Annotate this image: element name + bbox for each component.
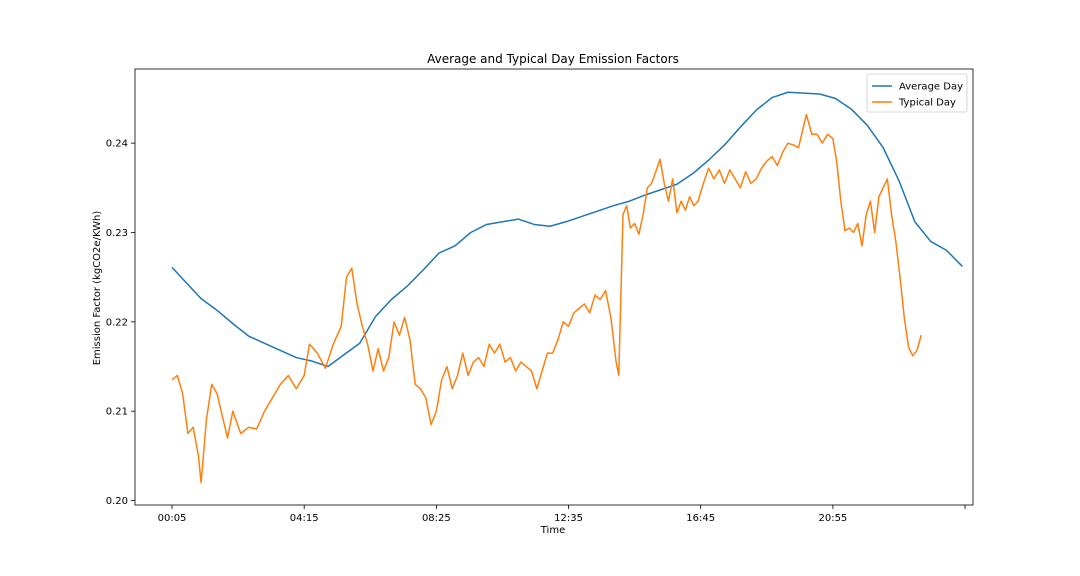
- x-tick-label: 00:05: [158, 513, 187, 524]
- y-tick-label: 0.20: [106, 496, 128, 507]
- chart-title: Average and Typical Day Emission Factors: [427, 52, 679, 66]
- y-tick-label: 0.21: [106, 407, 128, 418]
- series-line-0: [171, 91, 963, 368]
- x-tick-label: 08:25: [422, 513, 451, 524]
- x-tick-label: 12:35: [554, 513, 583, 524]
- plot-frame: [134, 68, 974, 506]
- y-tick-label: 0.22: [106, 317, 128, 328]
- y-tick-label: 0.24: [106, 139, 128, 150]
- x-axis-label: Time: [540, 525, 565, 536]
- x-tick-label: 16:45: [686, 513, 715, 524]
- legend-label-0: Average Day: [899, 82, 963, 93]
- x-tick-label: 20:55: [818, 513, 847, 524]
- legend-label-1: Typical Day: [898, 98, 956, 109]
- y-axis-label: Emission Factor (kgCO2e/KWh): [92, 211, 103, 366]
- plot-area: 00:05 04:15 08:25 12:35 16:45 20:55 0.20 0.21 0.…: [106, 68, 974, 524]
- x-tick-label: 04:15: [290, 513, 319, 524]
- y-tick-label: 0.23: [106, 228, 128, 239]
- series-line-1: [171, 113, 922, 484]
